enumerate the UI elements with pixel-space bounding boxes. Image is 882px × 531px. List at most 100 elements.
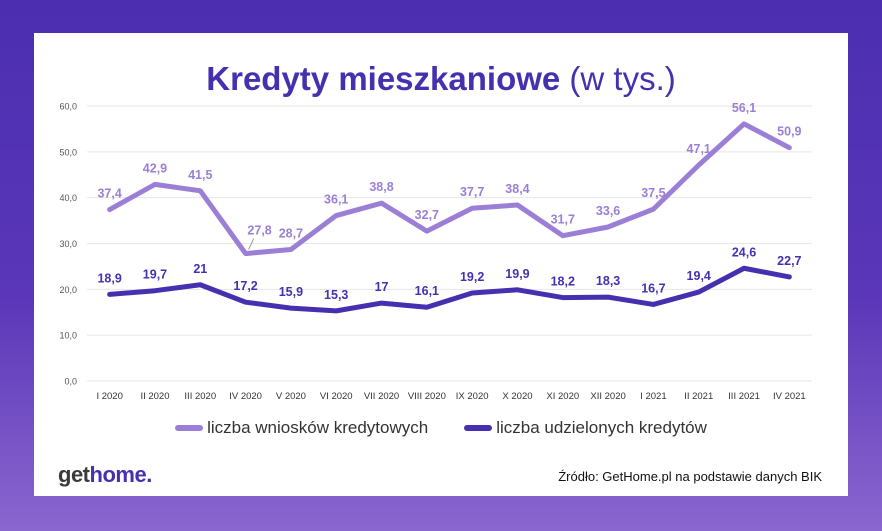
data-label-granted: 19,2 [460, 270, 484, 284]
x-tick-label: VI 2020 [320, 391, 353, 402]
data-point-granted [288, 306, 293, 311]
legend-label-applications: liczba wniosków kredytowych [207, 418, 429, 437]
data-label-applications: 47,1 [687, 142, 711, 156]
source-note: Źródło: GetHome.pl na podstawie danych B… [558, 469, 822, 484]
data-point-granted [606, 295, 611, 300]
data-point-granted [470, 291, 475, 295]
data-point-applications [470, 206, 475, 211]
x-tick-label: V 2020 [276, 391, 306, 402]
x-tick-label: XII 2020 [590, 391, 625, 402]
data-label-applications: 33,6 [596, 204, 620, 218]
data-point-granted [334, 308, 339, 313]
data-label-granted: 19,9 [505, 267, 529, 281]
chart-legend: liczba wniosków kredytowych liczba udzie… [0, 418, 882, 438]
data-label-granted: 16,1 [415, 284, 439, 298]
x-tick-label: X 2020 [502, 391, 532, 402]
y-tick-label: 10,0 [59, 331, 77, 341]
data-point-granted [560, 295, 565, 300]
legend-swatch-granted [464, 425, 493, 431]
chart-title: Kredyty mieszkaniowe (w tys.) [0, 60, 882, 98]
data-point-granted [152, 288, 157, 293]
data-point-applications [243, 251, 248, 256]
y-tick-label: 30,0 [59, 239, 77, 249]
data-point-granted [424, 305, 429, 310]
chart-title-unit: (w tys.) [560, 60, 676, 97]
data-point-applications [379, 201, 384, 206]
chart-title-main: Kredyty mieszkaniowe [206, 60, 561, 97]
y-tick-label: 20,0 [59, 285, 77, 295]
data-point-granted [651, 302, 656, 307]
data-label-granted: 18,3 [596, 274, 620, 288]
logo-text-get: get [58, 462, 90, 487]
data-point-applications [107, 207, 112, 212]
data-point-granted [107, 292, 112, 297]
data-label-applications: 32,7 [415, 208, 439, 222]
data-point-applications [560, 233, 565, 238]
legend-item-applications: liczba wniosków kredytowych [175, 418, 428, 438]
x-tick-label: VII 2020 [364, 391, 399, 402]
logo-text-home: home [89, 462, 147, 487]
logo-dot: . [146, 462, 152, 487]
data-label-applications: 28,7 [279, 226, 303, 240]
data-label-applications: 38,4 [505, 182, 529, 196]
data-label-granted: 18,9 [97, 271, 121, 285]
x-tick-label: II 2020 [140, 391, 169, 402]
data-label-applications: 36,1 [324, 193, 348, 207]
x-tick-label: IV 2021 [773, 391, 806, 402]
data-label-applications: 37,7 [460, 185, 484, 199]
data-label-applications: 31,7 [551, 213, 575, 227]
data-point-applications [198, 188, 203, 193]
data-point-granted [198, 282, 203, 287]
data-label-applications: 41,5 [188, 168, 212, 182]
data-point-applications [424, 229, 429, 234]
data-label-applications: 38,8 [369, 180, 393, 194]
data-label-granted: 17,2 [233, 279, 257, 293]
data-point-applications [696, 163, 701, 168]
data-label-granted: 24,6 [732, 245, 756, 259]
data-label-granted: 22,7 [777, 254, 801, 268]
data-label-granted: 15,9 [279, 285, 303, 299]
x-tick-label: XI 2020 [546, 391, 579, 402]
data-label-granted: 15,3 [324, 288, 348, 302]
data-point-granted [696, 290, 701, 295]
data-label-applications: 37,4 [97, 187, 121, 201]
data-label-granted: 19,4 [687, 269, 711, 283]
data-point-applications [334, 213, 339, 218]
x-tick-label: III 2020 [184, 391, 216, 402]
data-label-applications: 27,8 [247, 224, 271, 238]
legend-swatch-applications [175, 425, 204, 431]
data-label-leader [248, 238, 255, 250]
data-point-applications [152, 182, 157, 187]
data-point-applications [288, 247, 293, 252]
data-point-granted [787, 274, 792, 279]
data-point-applications [651, 207, 656, 212]
data-label-applications: 37,5 [641, 186, 665, 200]
data-point-granted [379, 301, 384, 306]
data-label-applications: 42,9 [143, 161, 167, 175]
x-tick-label: IX 2020 [456, 391, 489, 402]
data-point-applications [515, 203, 520, 207]
y-tick-label: 60,0 [59, 102, 77, 112]
data-point-granted [742, 266, 747, 271]
x-tick-label: IV 2020 [229, 391, 262, 402]
gethome-logo: gethome. [58, 462, 152, 488]
data-point-applications [787, 145, 792, 150]
x-tick-label: II 2021 [684, 391, 713, 402]
data-point-granted [243, 300, 248, 305]
series-line-applications [107, 121, 792, 257]
data-label-granted: 18,2 [551, 275, 575, 289]
y-tick-label: 40,0 [59, 193, 77, 203]
x-tick-label: I 2020 [96, 391, 122, 402]
data-label-granted: 21 [193, 262, 207, 276]
data-point-granted [515, 287, 520, 292]
data-point-applications [606, 225, 611, 229]
legend-item-granted: liczba udzielonych kredytów [464, 418, 707, 438]
data-label-granted: 17 [375, 280, 389, 294]
data-point-applications [742, 121, 747, 126]
x-tick-label: I 2021 [640, 391, 666, 402]
legend-label-granted: liczba udzielonych kredytów [496, 418, 707, 437]
data-label-applications: 50,9 [777, 125, 801, 139]
data-label-granted: 19,7 [143, 268, 167, 282]
data-label-applications: 56,1 [732, 101, 756, 115]
